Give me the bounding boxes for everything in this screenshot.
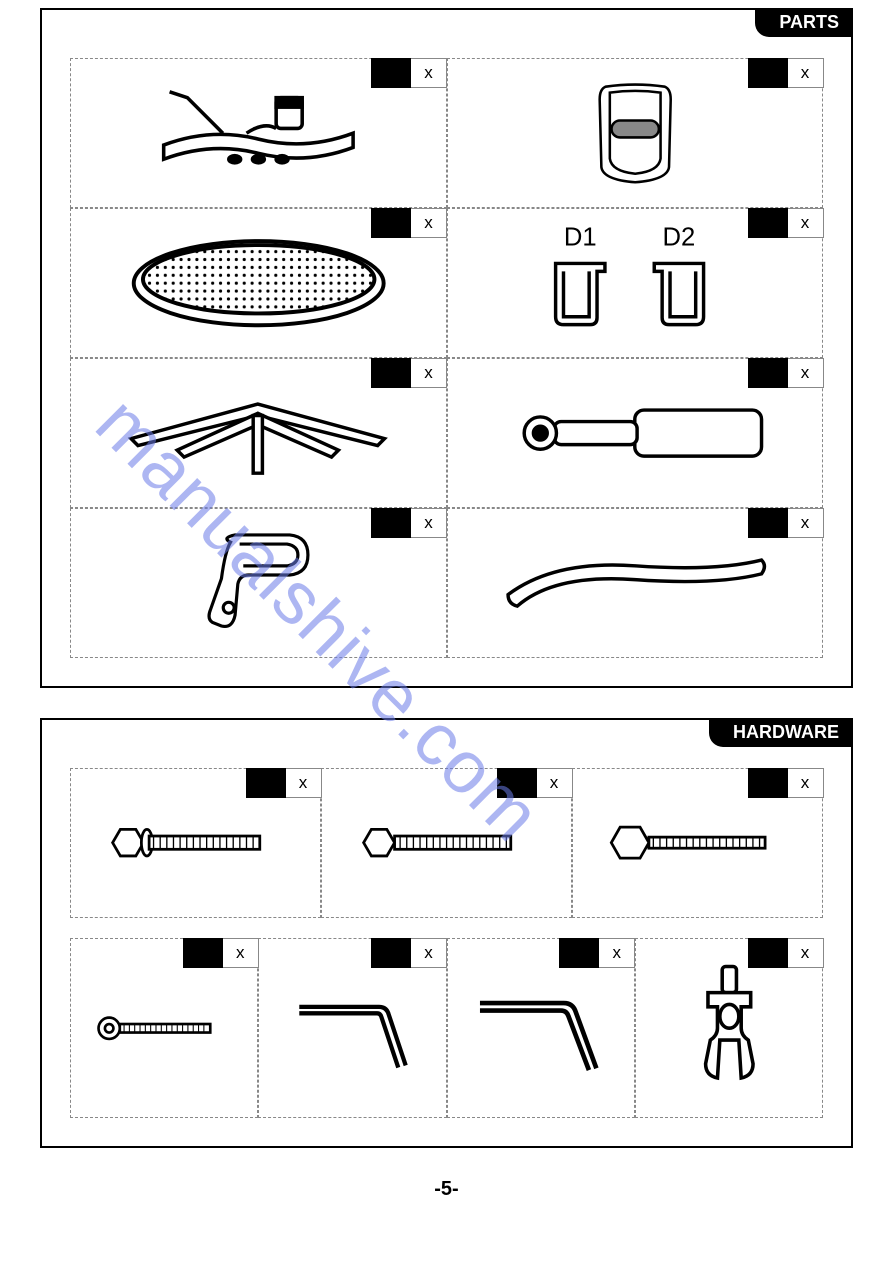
page-number: -5- — [40, 1178, 853, 1201]
qty-x-label: x — [411, 938, 447, 968]
hardware-row2: x — [70, 938, 823, 1118]
qty-black-box — [497, 768, 537, 798]
qty-tag: x — [748, 358, 824, 388]
parts-panel: PARTS x — [40, 8, 853, 688]
part-cell-seat: x — [70, 208, 447, 358]
page: manualshive.com PARTS x — [0, 0, 893, 1221]
part-cell-backrest: x — [447, 58, 824, 208]
caster-icon — [670, 957, 789, 1099]
part-cell-cylinder: x — [447, 358, 824, 508]
backrest-icon — [576, 74, 694, 192]
parts-tab: PARTS — [755, 8, 853, 37]
qty-black-box — [748, 58, 788, 88]
qty-black-box — [371, 208, 411, 238]
headrest-bracket-icon — [185, 524, 331, 642]
qty-tag: x — [748, 768, 824, 798]
armrest-d2-label: D2 — [663, 224, 696, 252]
base-icon — [108, 381, 408, 485]
qty-black-box — [748, 358, 788, 388]
qty-black-box — [748, 208, 788, 238]
part-cell-armrests: x D1 D2 — [447, 208, 824, 358]
qty-x-label: x — [788, 208, 824, 238]
hardware-panel: HARDWARE x — [40, 718, 853, 1148]
qty-black-box — [559, 938, 599, 968]
qty-x-label: x — [788, 508, 824, 538]
qty-tag: x — [371, 508, 447, 538]
qty-black-box — [371, 508, 411, 538]
qty-black-box — [183, 938, 223, 968]
bolt-flange-icon — [96, 815, 295, 870]
qty-black-box — [748, 508, 788, 538]
qty-tag: x — [371, 938, 447, 968]
qty-black-box — [371, 938, 411, 968]
qty-black-box — [371, 58, 411, 88]
qty-black-box — [748, 768, 788, 798]
armrests-icon: D1 D2 — [526, 224, 743, 342]
headrest-pad-icon — [485, 537, 785, 629]
qty-x-label: x — [223, 938, 259, 968]
hw-cell-allen-large: x — [447, 938, 635, 1118]
bolt-small-icon — [90, 1007, 239, 1050]
qty-x-label: x — [411, 58, 447, 88]
cylinder-icon — [485, 387, 785, 479]
qty-black-box — [371, 358, 411, 388]
part-cell-mechanism: x — [70, 58, 447, 208]
qty-tag: x — [371, 358, 447, 388]
qty-tag: x — [748, 58, 824, 88]
armrest-d1-label: D1 — [564, 224, 597, 252]
qty-tag: x — [748, 938, 824, 968]
hw-cell-bolt1: x — [70, 768, 321, 918]
hw-cell-allen-small: x — [258, 938, 446, 1118]
part-cell-base: x — [70, 358, 447, 508]
qty-x-label: x — [599, 938, 635, 968]
qty-x-label: x — [788, 358, 824, 388]
qty-x-label: x — [411, 508, 447, 538]
qty-black-box — [748, 938, 788, 968]
qty-tag: x — [748, 508, 824, 538]
hw-cell-bolt4: x — [70, 938, 258, 1118]
part-cell-headrest-pad: x — [447, 508, 824, 658]
bolt-hex-icon — [347, 815, 546, 870]
qty-x-label: x — [411, 358, 447, 388]
allen-key-large-icon — [466, 977, 615, 1079]
mechanism-icon — [140, 74, 377, 192]
qty-x-label: x — [411, 208, 447, 238]
hardware-row1: x — [70, 768, 823, 938]
allen-key-small-icon — [278, 975, 427, 1081]
qty-tag: x — [371, 58, 447, 88]
qty-tag: x — [559, 938, 635, 968]
hw-cell-bolt3: x — [572, 768, 823, 918]
qty-x-label: x — [788, 58, 824, 88]
qty-tag: x — [183, 938, 259, 968]
hardware-tab: HARDWARE — [709, 718, 853, 747]
hw-cell-caster: x — [635, 938, 823, 1118]
qty-tag: x — [246, 768, 322, 798]
qty-x-label: x — [788, 768, 824, 798]
qty-x-label: x — [537, 768, 573, 798]
bolt-hex2-icon — [598, 815, 797, 870]
seat-icon — [114, 224, 403, 342]
qty-x-label: x — [286, 768, 322, 798]
qty-tag: x — [748, 208, 824, 238]
parts-grid: x — [70, 58, 823, 658]
part-cell-headrest-bracket: x — [70, 508, 447, 658]
hw-cell-bolt2: x — [321, 768, 572, 918]
qty-black-box — [246, 768, 286, 798]
qty-x-label: x — [788, 938, 824, 968]
qty-tag: x — [371, 208, 447, 238]
qty-tag: x — [497, 768, 573, 798]
